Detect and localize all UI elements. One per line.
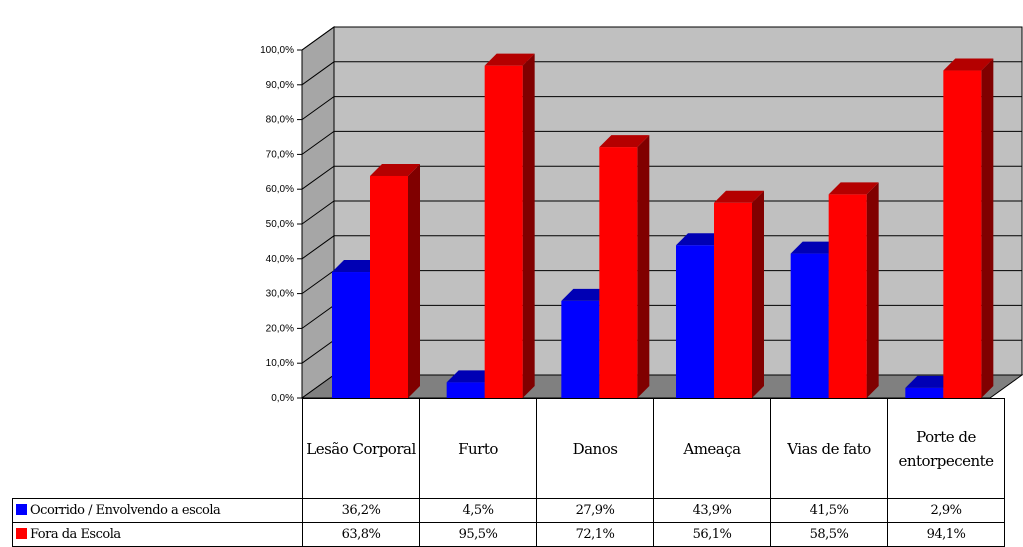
bar-series-2-side xyxy=(522,53,535,398)
category-label: Ameaça xyxy=(653,398,771,499)
y-tick-label: 50,0% xyxy=(266,219,294,230)
bar-series-1 xyxy=(790,253,829,398)
y-tick-label: 10,0% xyxy=(266,358,294,369)
bar-series-2-side xyxy=(752,190,764,398)
gridline xyxy=(301,235,1022,260)
y-tick-label: 80,0% xyxy=(266,115,294,126)
bar-series-1-top xyxy=(332,260,382,273)
y-tick-label: 40,0% xyxy=(266,254,294,265)
gridline xyxy=(301,61,1022,86)
bar-series-2-side xyxy=(981,58,994,398)
legend-entry-ocorrido: Ocorrido / Envolvendo a escola xyxy=(12,498,303,523)
bar-series-2-top xyxy=(484,53,535,66)
bar-series-1 xyxy=(561,300,600,398)
bar-series-1-top xyxy=(905,375,956,388)
bar-series-2 xyxy=(370,175,408,398)
bar-series-2-side xyxy=(637,135,650,399)
data-label: 4,5% xyxy=(419,498,537,523)
gridline xyxy=(301,130,1022,155)
bar-series-2-top xyxy=(828,182,879,195)
bar-series-2-side xyxy=(408,163,420,398)
legend-entry-fora: Fora da Escola xyxy=(12,522,303,547)
data-label: 72,1% xyxy=(536,522,654,547)
bar-series-1 xyxy=(676,245,714,398)
y-tick-label: 30,0% xyxy=(266,289,294,300)
y-tick-label: 100,0% xyxy=(260,45,294,56)
legend-swatch-blue xyxy=(16,504,27,515)
gridline xyxy=(301,165,1022,190)
bar-series-2-top xyxy=(714,190,764,203)
data-label: 56,1% xyxy=(653,522,771,547)
data-table: Lesão Corporal Furto Danos Ameaça Vias d… xyxy=(12,398,1005,547)
bar-series-2 xyxy=(484,65,523,398)
bar-series-2 xyxy=(714,202,752,398)
gridline xyxy=(301,96,1022,121)
y-tick-label: 90,0% xyxy=(266,80,294,91)
data-label: 63,8% xyxy=(302,522,420,547)
data-label: 41,5% xyxy=(770,498,888,523)
category-label: Furto xyxy=(419,398,537,499)
category-label: Lesão Corporal xyxy=(302,398,420,499)
y-tick-label: 60,0% xyxy=(266,184,294,195)
bar-series-2-side xyxy=(866,182,879,398)
legend-label: Fora da Escola xyxy=(30,527,121,542)
legend-label: Ocorrido / Envolvendo a escola xyxy=(30,503,221,518)
category-label: Vias de fato xyxy=(770,398,888,499)
data-label: 36,2% xyxy=(302,498,420,523)
bar-series-1-top xyxy=(561,288,612,301)
bar-series-2 xyxy=(599,147,638,398)
data-label: 27,9% xyxy=(536,498,654,523)
bar-series-2-top xyxy=(370,163,420,176)
y-tick-label: 0,0% xyxy=(271,393,294,404)
gridline xyxy=(301,200,1022,225)
bar-series-2 xyxy=(943,70,982,399)
data-label: 95,5% xyxy=(419,522,537,547)
bar-series-2 xyxy=(828,194,867,398)
bar-series-1-top xyxy=(790,241,841,254)
data-label: 94,1% xyxy=(887,522,1005,547)
bar-series-1-top xyxy=(446,370,497,383)
bar-series-2-top xyxy=(943,58,994,71)
bar-series-1-top xyxy=(676,233,726,246)
category-label: Danos xyxy=(536,398,654,499)
y-tick-label: 20,0% xyxy=(266,323,294,334)
bar-series-2-top xyxy=(599,135,650,148)
data-label: 58,5% xyxy=(770,522,888,547)
gridline xyxy=(301,26,1022,51)
data-label: 2,9% xyxy=(887,498,1005,523)
data-label: 43,9% xyxy=(653,498,771,523)
bar-series-1 xyxy=(905,387,944,398)
bar-chart: 0,0% 10,0% 20,0% 30,0% 40,0% 50,0% 60,0% 70,0% 8… xyxy=(260,26,1023,404)
category-label: Porte de entorpecente xyxy=(887,398,1005,499)
y-tick-label: 70,0% xyxy=(266,149,294,160)
bar-series-1 xyxy=(332,272,370,398)
bar-series-1 xyxy=(446,382,485,398)
